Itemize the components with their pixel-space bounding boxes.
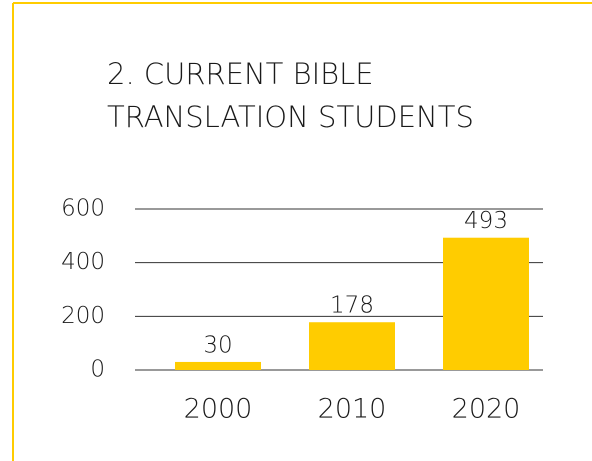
bar xyxy=(309,322,395,370)
y-tick-label: 400 xyxy=(61,249,105,275)
bar xyxy=(443,237,529,370)
bar xyxy=(175,361,261,370)
chart-title: 2. CURRENT BIBLE xyxy=(107,57,374,91)
value-label: 178 xyxy=(330,293,374,319)
y-tick-label: 600 xyxy=(61,196,105,222)
y-tick-label: 0 xyxy=(90,357,105,383)
value-label: 493 xyxy=(464,208,508,234)
x-tick-label: 2020 xyxy=(452,394,521,425)
x-tick-label: 2010 xyxy=(318,394,387,425)
value-label: 30 xyxy=(203,332,232,358)
chart-title: TRANSLATION STUDENTS xyxy=(107,100,474,134)
y-tick-label: 200 xyxy=(61,303,105,329)
x-tick-label: 2000 xyxy=(184,394,253,425)
